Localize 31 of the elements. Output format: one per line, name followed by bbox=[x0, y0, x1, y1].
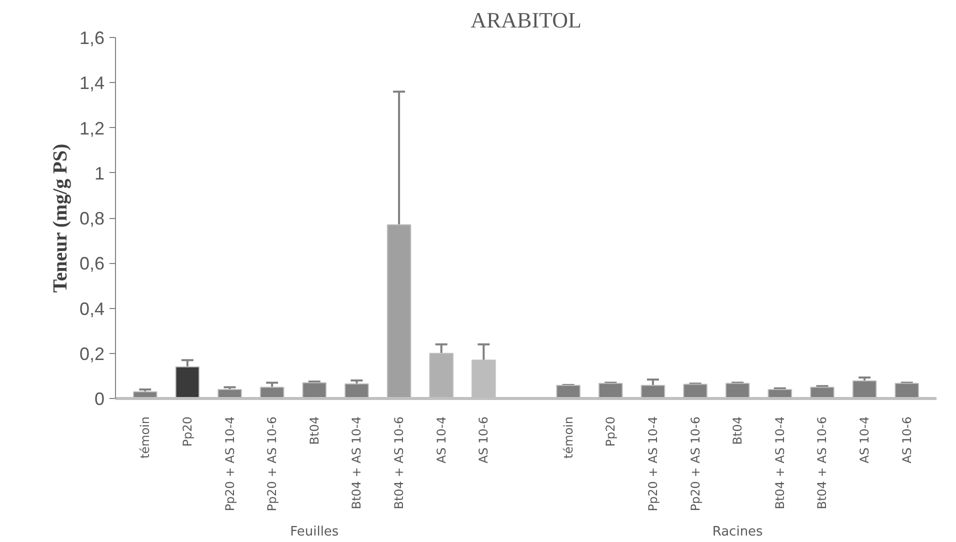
x-tick-label: Bt04 + AS 10-4 bbox=[350, 416, 364, 510]
x-tick-label: témoin bbox=[138, 416, 152, 459]
x-tick-label: Bt04 bbox=[730, 416, 745, 445]
x-tick-label: AS 10-6 bbox=[476, 416, 491, 464]
x-tick-label: Pp20 + AS 10-4 bbox=[222, 416, 237, 512]
y-tick-label: 0,4 bbox=[79, 298, 105, 319]
x-tick-label: Pp20 bbox=[604, 416, 618, 447]
y-tick-label: 0 bbox=[94, 389, 105, 409]
x-tick-label: Pp20 + AS 10-6 bbox=[688, 416, 702, 512]
x-tick-label: AS 10-4 bbox=[858, 416, 872, 464]
text: Feuilles bbox=[290, 524, 339, 540]
text: Racines bbox=[712, 524, 764, 540]
y-tick-label: 0,2 bbox=[79, 344, 105, 364]
y-tick-label: 1 bbox=[94, 163, 105, 184]
x-tick-label: Pp20 bbox=[180, 416, 194, 447]
x-tick-label: Bt04 + AS 10-6 bbox=[815, 416, 830, 510]
x-tick-label: Pp20 + AS 10-4 bbox=[646, 416, 660, 512]
x-tick-label: AS 10-6 bbox=[900, 416, 914, 464]
y-tick-label: 1,2 bbox=[79, 118, 105, 138]
y-tick-label: 1,4 bbox=[79, 73, 105, 94]
y-tick-label: 1,6 bbox=[79, 28, 105, 48]
chart-title: ARABITOL bbox=[470, 8, 582, 32]
y-tick-label: 0,6 bbox=[79, 254, 105, 274]
x-tick-label: Bt04 bbox=[307, 416, 322, 445]
x-tick-label: AS 10-4 bbox=[434, 416, 448, 464]
x-tick-label: Bt04 + AS 10-4 bbox=[772, 416, 787, 510]
y-tick-label: 0,8 bbox=[79, 208, 105, 228]
x-tick-label: témoin bbox=[561, 416, 576, 459]
x-tick-label: Bt04 + AS 10-6 bbox=[392, 416, 406, 510]
y-axis-title: Teneur (mg/g PS) bbox=[49, 144, 72, 293]
x-tick-label: Pp20 + AS 10-6 bbox=[265, 416, 280, 512]
